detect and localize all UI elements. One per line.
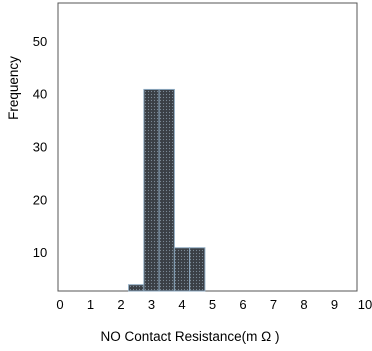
histogram-bar	[189, 247, 206, 292]
x-tick-label: 9	[331, 297, 338, 312]
y-axis-ticks: 10 20 30 40 50	[33, 34, 47, 260]
y-tick-label: 20	[33, 192, 47, 207]
y-tick-label: 50	[33, 34, 47, 49]
x-tick-label: 8	[300, 297, 307, 312]
plot-area-frame	[57, 2, 358, 292]
y-tick-label: 40	[33, 87, 47, 102]
x-tick-label: 0	[56, 297, 63, 312]
histogram-bar	[143, 88, 160, 292]
x-tick-label: 7	[270, 297, 277, 312]
x-tick-label: 4	[178, 297, 185, 312]
histogram-bar	[128, 284, 145, 292]
x-tick-label: 10	[358, 297, 372, 312]
histogram-bars	[128, 88, 206, 292]
histogram-bar	[158, 88, 175, 292]
histogram-bar	[173, 247, 191, 292]
x-axis-ticks: 0 1 2 3 4 5 6 7 8 9 10	[56, 297, 372, 312]
y-axis-title: Frequency	[6, 56, 21, 120]
x-tick-label: 3	[148, 297, 155, 312]
x-tick-label: 2	[117, 297, 124, 312]
x-tick-label: 1	[87, 297, 94, 312]
x-tick-label: 6	[239, 297, 246, 312]
x-tick-label: 5	[209, 297, 216, 312]
x-axis-title: NO Contact Resistance(m Ω )	[101, 329, 280, 344]
y-tick-label: 30	[33, 140, 47, 155]
y-tick-label: 10	[33, 245, 47, 260]
